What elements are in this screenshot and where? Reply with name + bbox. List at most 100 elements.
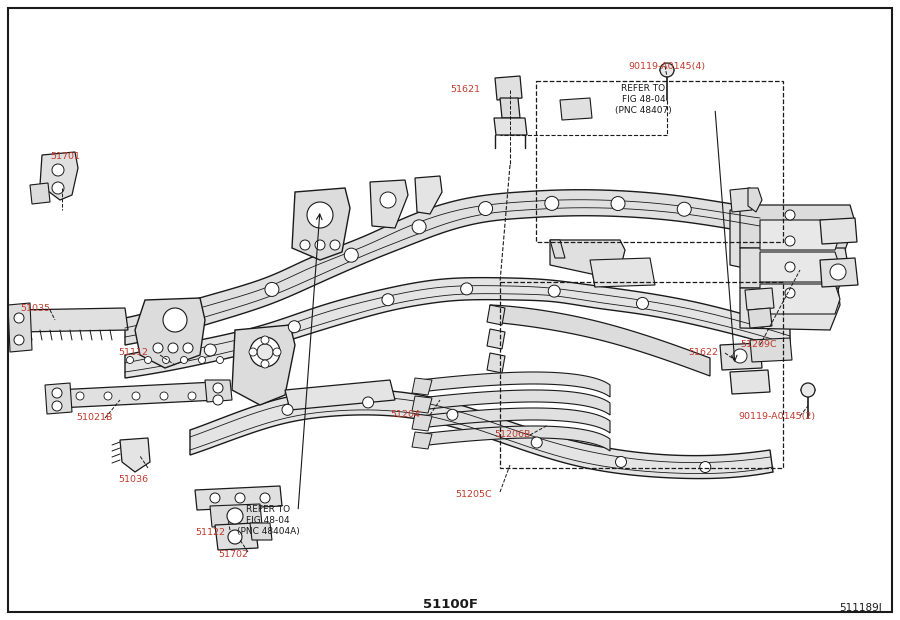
Polygon shape	[412, 378, 432, 395]
Circle shape	[636, 298, 649, 309]
Polygon shape	[748, 308, 772, 328]
Polygon shape	[720, 343, 762, 370]
Circle shape	[52, 164, 64, 176]
Circle shape	[677, 202, 691, 216]
Circle shape	[300, 240, 310, 250]
Polygon shape	[760, 220, 840, 250]
Polygon shape	[420, 372, 610, 397]
Polygon shape	[730, 188, 752, 212]
Circle shape	[228, 530, 242, 544]
Circle shape	[330, 240, 340, 250]
Circle shape	[801, 383, 815, 397]
Text: REFER TO
FIG 48-04
(PNC 48407): REFER TO FIG 48-04 (PNC 48407)	[615, 84, 672, 115]
Circle shape	[611, 197, 625, 211]
Circle shape	[380, 192, 396, 208]
Polygon shape	[125, 190, 760, 345]
Circle shape	[250, 337, 280, 367]
Circle shape	[273, 348, 281, 356]
Circle shape	[14, 313, 24, 323]
Circle shape	[213, 395, 223, 405]
Circle shape	[14, 335, 24, 345]
Circle shape	[307, 202, 333, 228]
Circle shape	[531, 437, 542, 448]
Polygon shape	[420, 426, 610, 451]
Bar	[500, 282, 783, 468]
Circle shape	[548, 285, 560, 297]
Polygon shape	[8, 303, 32, 352]
Circle shape	[363, 397, 374, 408]
Polygon shape	[487, 353, 505, 373]
Circle shape	[204, 344, 216, 356]
Circle shape	[830, 264, 846, 280]
Polygon shape	[120, 438, 150, 472]
Text: 51036: 51036	[118, 475, 148, 484]
Polygon shape	[292, 188, 350, 260]
Polygon shape	[745, 288, 774, 310]
Circle shape	[183, 343, 193, 353]
Circle shape	[785, 288, 795, 298]
Text: 51209C: 51209C	[740, 340, 777, 349]
Circle shape	[145, 356, 151, 363]
Polygon shape	[730, 370, 770, 394]
Circle shape	[660, 63, 674, 77]
Polygon shape	[210, 504, 262, 527]
Polygon shape	[490, 305, 710, 376]
Circle shape	[52, 182, 64, 194]
Polygon shape	[30, 183, 50, 204]
Polygon shape	[412, 396, 432, 413]
Circle shape	[52, 401, 62, 411]
Polygon shape	[740, 248, 848, 290]
Circle shape	[168, 343, 178, 353]
Circle shape	[76, 392, 84, 400]
Text: 51205C: 51205C	[455, 490, 491, 499]
Circle shape	[260, 493, 270, 503]
Circle shape	[315, 240, 325, 250]
Circle shape	[785, 236, 795, 246]
Text: 51204: 51204	[390, 410, 420, 419]
Text: 51621: 51621	[450, 85, 480, 94]
Circle shape	[163, 308, 187, 332]
Text: 51035: 51035	[20, 304, 50, 313]
Polygon shape	[750, 338, 792, 362]
Text: 51701: 51701	[50, 152, 80, 161]
Polygon shape	[560, 98, 592, 120]
Polygon shape	[760, 284, 840, 314]
Polygon shape	[495, 76, 522, 100]
Circle shape	[412, 220, 426, 234]
Polygon shape	[740, 288, 840, 330]
Circle shape	[785, 210, 795, 220]
Polygon shape	[500, 98, 520, 118]
Polygon shape	[420, 390, 610, 415]
Polygon shape	[760, 252, 840, 282]
Polygon shape	[487, 329, 505, 349]
Polygon shape	[45, 383, 72, 414]
Circle shape	[210, 493, 220, 503]
Polygon shape	[550, 240, 625, 278]
Text: 90119-A0145(4): 90119-A0145(4)	[628, 62, 705, 71]
Circle shape	[616, 456, 626, 467]
Polygon shape	[250, 523, 272, 540]
Circle shape	[227, 508, 243, 524]
Text: 51206B: 51206B	[494, 430, 530, 439]
Circle shape	[282, 404, 293, 415]
Text: 90119-A0145(2): 90119-A0145(2)	[738, 412, 815, 421]
Polygon shape	[40, 152, 78, 200]
Circle shape	[733, 349, 747, 363]
Polygon shape	[550, 240, 565, 258]
Polygon shape	[420, 408, 610, 433]
Circle shape	[461, 283, 472, 295]
Polygon shape	[370, 180, 408, 228]
Polygon shape	[412, 432, 432, 449]
Circle shape	[235, 493, 245, 503]
Text: 511189J: 511189J	[839, 603, 882, 613]
Circle shape	[447, 409, 458, 420]
Circle shape	[261, 360, 269, 368]
Circle shape	[132, 392, 140, 400]
Circle shape	[700, 461, 711, 472]
Circle shape	[213, 383, 223, 393]
Text: 51702: 51702	[218, 550, 248, 559]
Circle shape	[382, 294, 394, 306]
Polygon shape	[820, 218, 857, 244]
Circle shape	[257, 344, 273, 360]
Text: 51100F: 51100F	[422, 598, 478, 611]
